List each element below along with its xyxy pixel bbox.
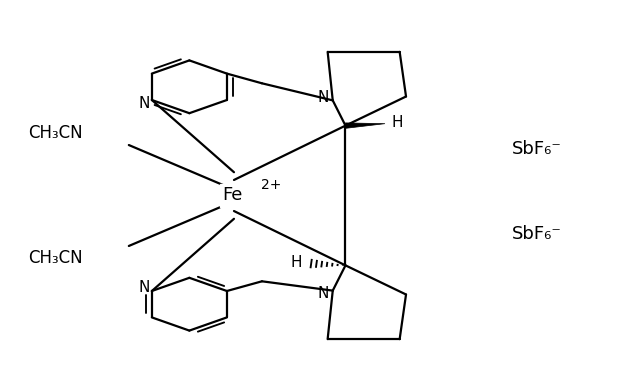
Text: N: N	[317, 286, 329, 301]
Text: SbF₆⁻: SbF₆⁻	[512, 140, 561, 158]
Text: CH₃CN: CH₃CN	[28, 124, 83, 142]
Text: H: H	[392, 115, 403, 130]
Text: Fe: Fe	[222, 187, 243, 204]
Text: N: N	[138, 280, 150, 295]
Text: SbF₆⁻: SbF₆⁻	[512, 225, 561, 243]
Text: H: H	[290, 255, 301, 270]
Text: 2+: 2+	[260, 178, 281, 192]
Text: N: N	[317, 90, 329, 105]
Polygon shape	[346, 123, 385, 128]
Text: CH₃CN: CH₃CN	[28, 249, 83, 267]
Text: N: N	[138, 96, 150, 111]
